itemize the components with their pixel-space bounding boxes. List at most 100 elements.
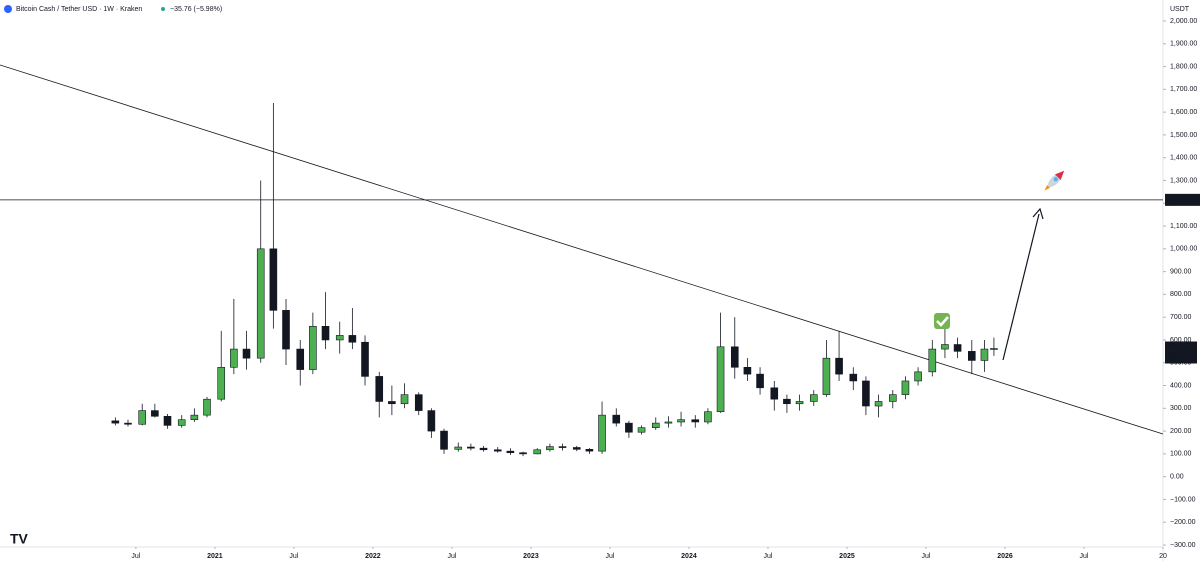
y-tick-label: 600.00 bbox=[1170, 337, 1192, 344]
candle-body bbox=[309, 325, 317, 370]
candle-body bbox=[282, 310, 290, 350]
x-tick-label: Jul bbox=[763, 553, 772, 560]
candle-body bbox=[242, 348, 251, 359]
horizontal-line-label: 1,214.95 bbox=[1168, 197, 1195, 204]
candle-body bbox=[677, 419, 685, 423]
candle-body bbox=[256, 248, 265, 359]
candle-body bbox=[388, 401, 396, 405]
candle-body bbox=[111, 420, 120, 424]
candle-body bbox=[217, 366, 226, 400]
candle-body bbox=[968, 351, 976, 361]
candle-body bbox=[822, 357, 831, 395]
candle-body bbox=[716, 346, 725, 413]
arrow-head bbox=[1032, 207, 1044, 220]
candle-body bbox=[795, 401, 804, 405]
candle-body bbox=[743, 366, 752, 375]
x-tick-label: Jul bbox=[289, 553, 298, 560]
y-tick-label: −300.00 bbox=[1170, 542, 1196, 549]
y-tick-label: 900.00 bbox=[1170, 268, 1192, 275]
price-label-box bbox=[1165, 193, 1200, 206]
candle-body bbox=[928, 348, 937, 373]
y-tick-label: 1,500.00 bbox=[1170, 132, 1197, 139]
y-tick-label: 1,100.00 bbox=[1170, 223, 1197, 230]
candle-body bbox=[546, 446, 554, 451]
y-tick-label: 1,900.00 bbox=[1170, 41, 1197, 48]
candle-body bbox=[177, 419, 186, 426]
candle-body bbox=[163, 415, 172, 426]
x-tick-label: 2021 bbox=[207, 553, 223, 560]
x-tick-label: 2024 bbox=[681, 553, 697, 560]
y-tick-label: −100.00 bbox=[1170, 496, 1196, 503]
y-tick-label: 700.00 bbox=[1170, 314, 1192, 321]
x-tick-label: 2022 bbox=[365, 553, 381, 560]
y-tick-label: 200.00 bbox=[1170, 428, 1192, 435]
candle-body bbox=[756, 373, 764, 389]
candle-body bbox=[124, 422, 132, 425]
candle-body bbox=[990, 348, 998, 350]
rocket-icon bbox=[1044, 170, 1065, 191]
price-change: −35.76 (−5.98%) bbox=[170, 6, 222, 13]
candle-body bbox=[519, 452, 527, 455]
candle-body bbox=[691, 419, 700, 423]
candle-body bbox=[427, 410, 436, 432]
y-tick-label: 1,600.00 bbox=[1170, 109, 1197, 116]
candle-body bbox=[506, 450, 515, 454]
countdown-label: 3d 4h bbox=[1168, 353, 1186, 360]
x-tick-label: Jul bbox=[131, 553, 140, 560]
candle-body bbox=[598, 414, 606, 452]
candle-body bbox=[361, 341, 369, 377]
arrow bbox=[1002, 213, 1040, 361]
x-tick-label: Jul bbox=[1080, 553, 1089, 560]
candle-body bbox=[533, 449, 542, 455]
y-tick-label: 1,400.00 bbox=[1170, 155, 1197, 162]
candle-body bbox=[809, 394, 818, 402]
candle-body bbox=[190, 414, 199, 420]
candle-body bbox=[269, 248, 278, 311]
status-dot bbox=[161, 7, 165, 11]
candle-body bbox=[138, 410, 147, 425]
candle-body bbox=[375, 376, 384, 402]
y-tick-label: 2,000.00 bbox=[1170, 18, 1197, 25]
candle-body bbox=[321, 325, 330, 341]
x-tick-label: Jul bbox=[447, 553, 456, 560]
annotations bbox=[934, 170, 1065, 361]
candle-body bbox=[414, 394, 423, 411]
symbol-logo bbox=[4, 5, 12, 13]
last-price-label: 562.52 bbox=[1168, 343, 1190, 350]
candle-body bbox=[888, 394, 897, 402]
y-tick-label: 0.00 bbox=[1170, 473, 1184, 480]
candle-body bbox=[335, 335, 344, 341]
candle-body bbox=[770, 387, 779, 400]
candle-body bbox=[874, 401, 883, 407]
x-tick-label: 2023 bbox=[523, 553, 539, 560]
candle-body bbox=[467, 446, 475, 449]
y-tick-label: 1,000.00 bbox=[1170, 246, 1197, 253]
y-tick-label: 800.00 bbox=[1170, 291, 1192, 298]
logo: TV bbox=[10, 531, 29, 547]
candle-body bbox=[941, 344, 949, 350]
candle-body bbox=[664, 421, 673, 424]
candle-body bbox=[230, 348, 238, 368]
candle-body bbox=[493, 449, 502, 452]
y-tick-label: 400.00 bbox=[1170, 382, 1192, 389]
candle-body bbox=[783, 398, 791, 405]
check-icon bbox=[934, 313, 950, 329]
candle-body bbox=[558, 446, 567, 448]
y-tick-label: 300.00 bbox=[1170, 405, 1192, 412]
candle-body bbox=[862, 380, 870, 407]
candle-body bbox=[479, 447, 488, 451]
candle-body bbox=[203, 398, 211, 416]
candle-body bbox=[849, 373, 858, 382]
candle-body bbox=[730, 346, 739, 368]
candle-body bbox=[704, 411, 712, 423]
last-price-box bbox=[1165, 341, 1197, 364]
candle-body bbox=[625, 422, 633, 433]
y-tick-label: 1,700.00 bbox=[1170, 86, 1197, 93]
x-tick-label: 20 bbox=[1159, 553, 1167, 560]
candle-body bbox=[572, 447, 581, 450]
y-tick-label: 100.00 bbox=[1170, 451, 1192, 458]
candle-body bbox=[348, 335, 357, 343]
candle-body bbox=[296, 348, 305, 370]
